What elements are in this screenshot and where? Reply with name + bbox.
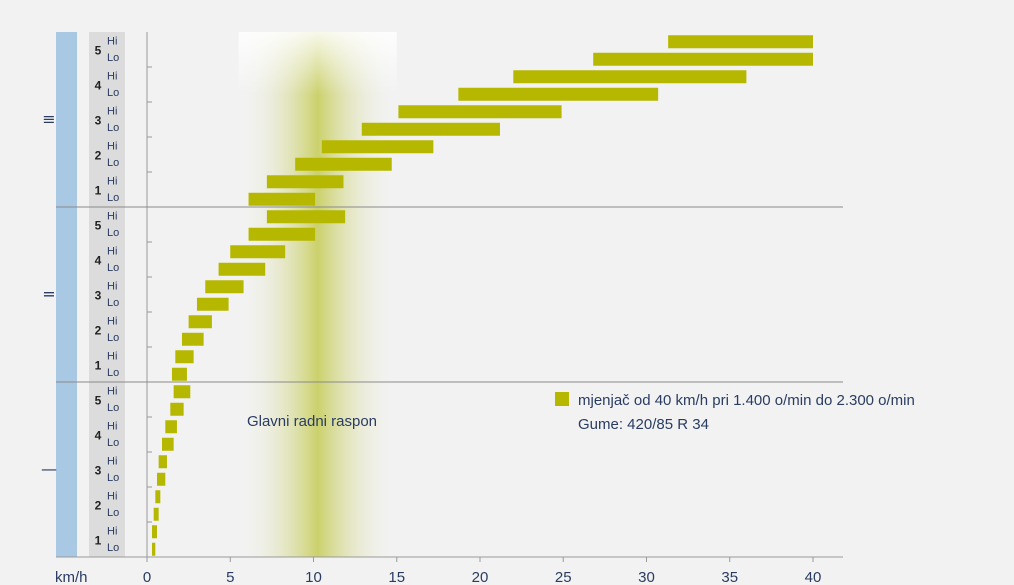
range-symbol: — (41, 460, 57, 479)
speed-bar-hi (321, 140, 434, 154)
hi-label: Hi (107, 351, 117, 363)
hi-label: Hi (107, 141, 117, 153)
speed-bar-lo (170, 402, 184, 416)
x-tick-label: 40 (805, 569, 822, 585)
speed-bar-lo (248, 192, 316, 206)
range-side-band (56, 32, 77, 557)
speed-bar-lo (161, 437, 174, 451)
x-tick-label: 10 (305, 569, 322, 585)
legend-line1: mjenjač od 40 km/h pri 1.400 o/min do 2.… (578, 392, 915, 409)
speed-bar-hi (158, 455, 167, 469)
gear-number: 4 (95, 254, 102, 268)
gear-number: 1 (95, 534, 102, 548)
speed-bar-hi (266, 175, 344, 189)
lo-label: Lo (107, 437, 119, 449)
gear-label-column (89, 32, 125, 557)
lo-label: Lo (107, 367, 119, 379)
speed-bar-hi (188, 315, 212, 329)
hi-label: Hi (107, 71, 117, 83)
hi-label: Hi (107, 526, 117, 538)
speed-bar-hi (398, 105, 562, 119)
gear-number: 3 (95, 289, 102, 303)
gear-number: 1 (95, 184, 102, 198)
speed-bar-lo (181, 332, 204, 346)
lo-label: Lo (107, 262, 119, 274)
speed-bar-hi (175, 350, 194, 364)
speed-bar-hi (151, 525, 157, 539)
speed-bar-lo (248, 227, 316, 241)
legend-swatch (555, 392, 569, 406)
hi-label: Hi (107, 491, 117, 503)
x-tick-label: 0 (143, 569, 151, 585)
speed-bar-lo (295, 157, 392, 171)
speed-bar-lo (593, 52, 813, 66)
x-tick-label: 35 (721, 569, 738, 585)
gear-number: 5 (95, 219, 102, 233)
hi-label: Hi (107, 456, 117, 468)
lo-label: Lo (107, 297, 119, 309)
speed-bar-lo (458, 87, 659, 101)
gear-number: 5 (95, 394, 102, 408)
speed-bar-hi (266, 210, 346, 224)
x-tick-label: 5 (226, 569, 234, 585)
hi-label: Hi (107, 316, 117, 328)
gear-number: 2 (95, 499, 102, 513)
speed-bar-lo (196, 297, 229, 311)
lo-label: Lo (107, 87, 119, 99)
hi-label: Hi (107, 281, 117, 293)
gear-number: 4 (95, 79, 102, 93)
speed-bar-lo (156, 472, 166, 486)
lo-label: Lo (107, 402, 119, 414)
lo-label: Lo (107, 227, 119, 239)
x-unit-label: km/h (55, 569, 88, 585)
speed-bar-hi (155, 490, 161, 504)
hi-label: Hi (107, 386, 117, 398)
hi-label: Hi (107, 421, 117, 433)
range-symbol: ≡ (42, 110, 55, 129)
hi-label: Hi (107, 36, 117, 48)
gear-number: 2 (95, 324, 102, 338)
speed-bar-hi (165, 420, 177, 434)
speed-bar-lo (153, 507, 159, 521)
gear-number: 1 (95, 359, 102, 373)
lo-label: Lo (107, 472, 119, 484)
speed-bar-lo (218, 262, 266, 276)
hi-label: Hi (107, 176, 117, 188)
speed-bar-hi (513, 70, 747, 84)
x-tick-label: 25 (555, 569, 572, 585)
x-tick-label: 30 (638, 569, 655, 585)
speed-bar-hi (668, 35, 813, 49)
speed-bar-hi (173, 385, 191, 399)
hi-label: Hi (107, 246, 117, 258)
speed-bar-hi (205, 280, 244, 294)
x-tick-label: 20 (472, 569, 489, 585)
gear-number: 2 (95, 149, 102, 163)
gear-number: 3 (95, 114, 102, 128)
lo-label: Lo (107, 157, 119, 169)
gear-number: 3 (95, 464, 102, 478)
hi-label: Hi (107, 106, 117, 118)
lo-label: Lo (107, 542, 119, 554)
speed-bar-lo (171, 367, 187, 381)
lo-label: Lo (107, 332, 119, 344)
speed-bar-lo (151, 542, 156, 556)
lo-label: Lo (107, 52, 119, 64)
gear-number: 4 (95, 429, 102, 443)
speed-bar-hi (230, 245, 286, 259)
main-range-label: Glavni radni raspon (247, 413, 377, 430)
lo-label: Lo (107, 122, 119, 134)
main-range-fade (238, 32, 397, 557)
lo-label: Lo (107, 507, 119, 519)
lo-label: Lo (107, 192, 119, 204)
x-tick-label: 15 (388, 569, 405, 585)
gear-number: 5 (95, 44, 102, 58)
speed-bar-lo (361, 122, 500, 136)
legend-line2: Gume: 420/85 R 34 (578, 416, 709, 433)
hi-label: Hi (107, 211, 117, 223)
range-symbol: = (42, 285, 55, 304)
